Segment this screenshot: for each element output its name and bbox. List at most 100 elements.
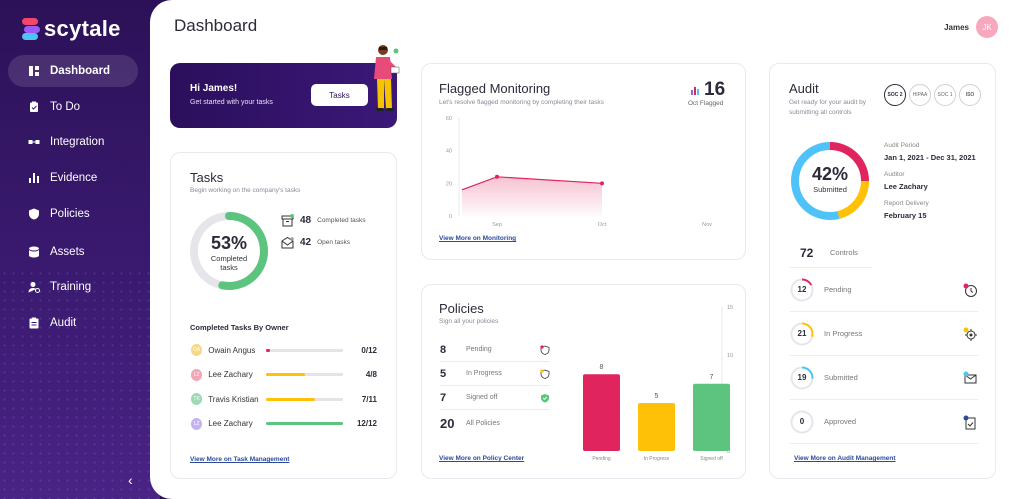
audit-icon xyxy=(28,317,40,329)
policy-row-pending[interactable]: 8 Pending xyxy=(440,338,550,362)
shield-pending-icon xyxy=(540,344,550,355)
owner-value: 4/8 xyxy=(365,370,377,379)
policy-center-link[interactable]: View More on Policy Center xyxy=(439,455,525,462)
audit-status-row[interactable]: 12 Pending xyxy=(790,268,978,312)
sidebar-item-training[interactable]: Training xyxy=(8,271,138,303)
audit-status-row[interactable]: 19 Submitted xyxy=(790,356,978,400)
audit-status-count: 0 xyxy=(799,416,805,426)
main-content: Dashboard James JK Hi James! Get started… xyxy=(150,0,1024,499)
completed-tasks-label: Completed tasks xyxy=(317,217,366,224)
database-icon xyxy=(28,246,40,258)
owner-avatar: OA xyxy=(191,344,203,356)
policies-title: Policies xyxy=(439,301,484,316)
policy-count: 7 xyxy=(440,391,447,404)
controls-row[interactable]: 72 Controls xyxy=(790,238,872,268)
auditor-value: Lee Zachary xyxy=(884,182,928,191)
owner-progress-track xyxy=(266,422,343,425)
tasks-button[interactable]: Tasks xyxy=(311,84,368,106)
owner-row[interactable]: TK Travis Kristian 7/11 xyxy=(191,392,377,406)
audit-status-row[interactable]: 21 In Progress xyxy=(790,312,978,356)
policy-label: Signed off xyxy=(466,394,498,401)
flagged-subtitle: Let's resolve flagged monitoring by comp… xyxy=(439,99,604,106)
owners-title: Completed Tasks By Owner xyxy=(190,323,289,332)
audit-subtitle-2: submitting all controls xyxy=(789,109,852,116)
x-tick-label: Sep xyxy=(492,222,502,228)
audit-status-count: 19 xyxy=(797,372,807,382)
collapse-sidebar-icon[interactable]: ‹ xyxy=(128,472,133,488)
monitoring-link[interactable]: View More on Monitoring xyxy=(439,235,517,242)
audit-donut: 42% Submitted xyxy=(789,140,871,222)
report-delivery-value: February 15 xyxy=(884,211,927,220)
tasks-percent-caption: Completed tasks xyxy=(210,254,248,272)
audit-status-row[interactable]: 0 Approved xyxy=(790,400,978,444)
tasks-donut: 53% Completed tasks xyxy=(189,211,269,291)
bar-chart-icon xyxy=(28,172,40,184)
owner-value: 7/11 xyxy=(361,394,377,404)
x-tick-label: Oct xyxy=(598,222,607,228)
sidebar-item-label: Assets xyxy=(50,245,85,258)
policies-subtitle: Sign all your policies xyxy=(439,318,499,325)
owner-progress-fill xyxy=(266,397,316,401)
audit-status-label: Submitted xyxy=(824,373,858,382)
owner-name: Travis Kristian xyxy=(208,394,259,404)
owner-row[interactable]: LZ Lee Zachary 12/12 xyxy=(191,417,377,431)
audit-card: Audit Get ready for your audit by submit… xyxy=(769,63,996,479)
policy-label: In Progress xyxy=(466,370,502,377)
y-tick-label: 10 xyxy=(727,353,733,359)
policy-row-signed-off[interactable]: 7 Signed off xyxy=(440,386,550,410)
bar[interactable] xyxy=(583,374,620,451)
iso-badge-icon: ISO xyxy=(959,84,981,106)
audit-management-link[interactable]: View More on Audit Management xyxy=(794,455,896,462)
scytale-logo-icon xyxy=(22,18,40,40)
sidebar-item-assets[interactable]: Assets xyxy=(8,236,138,268)
open-mail-icon xyxy=(281,236,294,249)
avatar[interactable]: JK xyxy=(976,16,998,38)
task-management-link[interactable]: View More on Task Management xyxy=(190,456,290,463)
logo[interactable]: scytale xyxy=(22,16,121,42)
flag-chart-icon xyxy=(691,87,699,95)
bar-value-label: 5 xyxy=(655,393,659,400)
audit-percent: 42% xyxy=(811,164,849,184)
policy-label: Pending xyxy=(466,346,492,353)
bar[interactable] xyxy=(638,403,675,451)
x-tick-label: In Progress xyxy=(644,456,670,462)
owner-row[interactable]: LZ Lee Zachary 4/8 xyxy=(191,368,377,382)
integration-icon xyxy=(28,136,40,148)
line-area xyxy=(462,176,602,216)
sidebar-item-label: Dashboard xyxy=(50,65,111,77)
owner-progress-track xyxy=(266,348,343,352)
tasks-title: Tasks xyxy=(190,170,224,185)
completed-tasks-row[interactable]: 48 Completed tasks xyxy=(281,214,366,227)
completed-tasks-count: 48 xyxy=(300,215,312,226)
controls-label: Controls xyxy=(830,248,858,257)
policy-row-all[interactable]: 20 All Policies xyxy=(440,411,550,435)
sidebar-item-label: Audit xyxy=(50,317,77,330)
sidebar-item-dashboard[interactable]: Dashboard xyxy=(8,55,138,87)
flagged-count-label: Oct Flagged xyxy=(688,100,724,107)
tasks-progress-arc xyxy=(190,212,268,290)
sidebar-item-evidence[interactable]: Evidence xyxy=(8,162,138,194)
owner-progress-track xyxy=(266,397,343,401)
logo-text: scytale xyxy=(44,16,121,41)
audit-status-label: In Progress xyxy=(824,329,863,338)
x-tick-label: Nov xyxy=(702,222,712,228)
owner-progress-track xyxy=(266,373,343,376)
policy-row-in-progress[interactable]: 5 In Progress xyxy=(440,362,550,386)
audit-status-count: 21 xyxy=(797,328,807,338)
bar[interactable] xyxy=(693,383,730,451)
sidebar-item-integration[interactable]: Integration xyxy=(8,126,138,158)
sidebar-item-todo[interactable]: To Do xyxy=(8,91,138,123)
open-tasks-row[interactable]: 42 Open tasks xyxy=(281,236,350,249)
policy-count: 20 xyxy=(440,415,455,431)
data-point[interactable] xyxy=(495,174,499,179)
data-point[interactable] xyxy=(600,181,604,186)
auditor-label: Auditor xyxy=(884,171,905,178)
open-tasks-label: Open tasks xyxy=(317,239,351,246)
sidebar-item-audit[interactable]: Audit xyxy=(8,307,138,339)
user-menu[interactable]: James JK xyxy=(944,16,998,38)
x-tick-label: Pending xyxy=(592,456,611,462)
audit-percent-caption: Submitted xyxy=(813,185,847,194)
sidebar-item-policies[interactable]: Policies xyxy=(8,198,138,230)
owner-row[interactable]: OA Owain Angus 0/12 xyxy=(191,343,377,357)
